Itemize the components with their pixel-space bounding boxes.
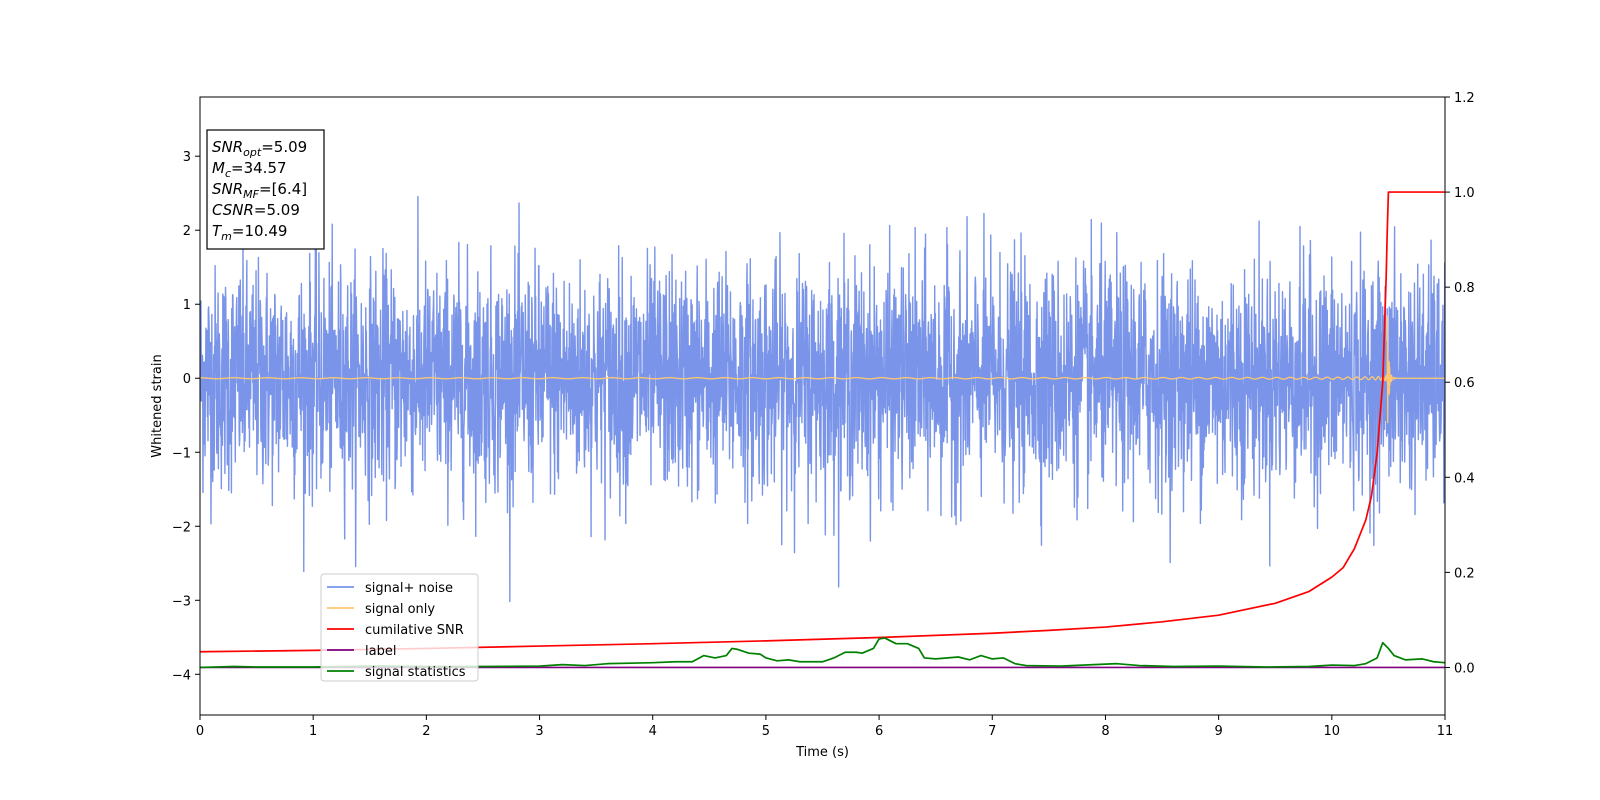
x-tick-label: 0 xyxy=(196,724,204,739)
series-cumilative-snr xyxy=(200,191,1445,653)
legend: signal+ noise signal only cumilative SNR la… xyxy=(320,573,479,682)
y-right-tick-label: 0.0 xyxy=(1454,661,1475,676)
axes: 0 1 2 3 4 5 6 7 8 9 10 11 −4 −3 −2 −1 0 1 2 3 0.0 0.2 0.4 0.6 0.… xyxy=(150,91,1475,760)
x-tick-label: 9 xyxy=(1214,724,1222,739)
info-line: CSNR=5.09 xyxy=(212,201,300,219)
series-signal-only xyxy=(200,315,1445,424)
series-signal-statistics xyxy=(200,637,1445,669)
y-axis-title: Whitened strain xyxy=(150,354,165,457)
y-left-tick-label: 3 xyxy=(183,150,191,165)
x-tick-label: 6 xyxy=(875,724,883,739)
y-right-tick-label: 0.4 xyxy=(1454,471,1475,486)
y-right-tick-label: 1.0 xyxy=(1454,186,1475,201)
info-line: SNRopt=5.09 xyxy=(212,138,307,159)
y-left-tick-label: −1 xyxy=(172,446,191,461)
y-left-tick-label: 0 xyxy=(183,372,191,387)
legend-entry-label: signal statistics xyxy=(365,665,466,680)
x-tick-label: 2 xyxy=(422,724,430,739)
info-line: Mc=34.57 xyxy=(212,159,287,180)
y-right-tick-label: 0.6 xyxy=(1454,376,1475,391)
x-tick-label: 10 xyxy=(1324,724,1341,739)
plot-frame xyxy=(199,96,1446,716)
info-line: Tm=10.49 xyxy=(212,222,287,243)
x-axis-title: Time (s) xyxy=(795,745,849,760)
x-tick-label: 1 xyxy=(309,724,317,739)
x-tick-label: 3 xyxy=(535,724,543,739)
x-tick-label: 4 xyxy=(649,724,657,739)
y-left-tick-label: −2 xyxy=(172,520,191,535)
y-left-tick-label: −4 xyxy=(172,668,191,683)
info-line: SNRMF=[6.4] xyxy=(212,180,307,201)
legend-entry-label: signal only xyxy=(365,602,435,617)
x-tick-label: 8 xyxy=(1101,724,1109,739)
series-signal-noise xyxy=(200,195,1445,603)
x-tick-label: 11 xyxy=(1437,724,1454,739)
legend-entry-label: label xyxy=(365,644,396,659)
legend-frame xyxy=(320,573,479,682)
legend-entry-label: signal+ noise xyxy=(365,581,453,596)
y-left-tick-label: −3 xyxy=(172,594,191,609)
y-right-tick-label: 0.8 xyxy=(1454,281,1475,296)
x-tick-label: 5 xyxy=(762,724,770,739)
y-left-tick-label: 1 xyxy=(183,298,191,313)
info-box-frame xyxy=(206,129,325,250)
y-left-tick-label: 2 xyxy=(183,224,191,239)
x-tick-label: 7 xyxy=(988,724,996,739)
y-right-tick-label: 1.2 xyxy=(1454,91,1475,106)
y-right-tick-label: 0.2 xyxy=(1454,566,1475,581)
legend-entry-label: cumilative SNR xyxy=(365,623,464,638)
